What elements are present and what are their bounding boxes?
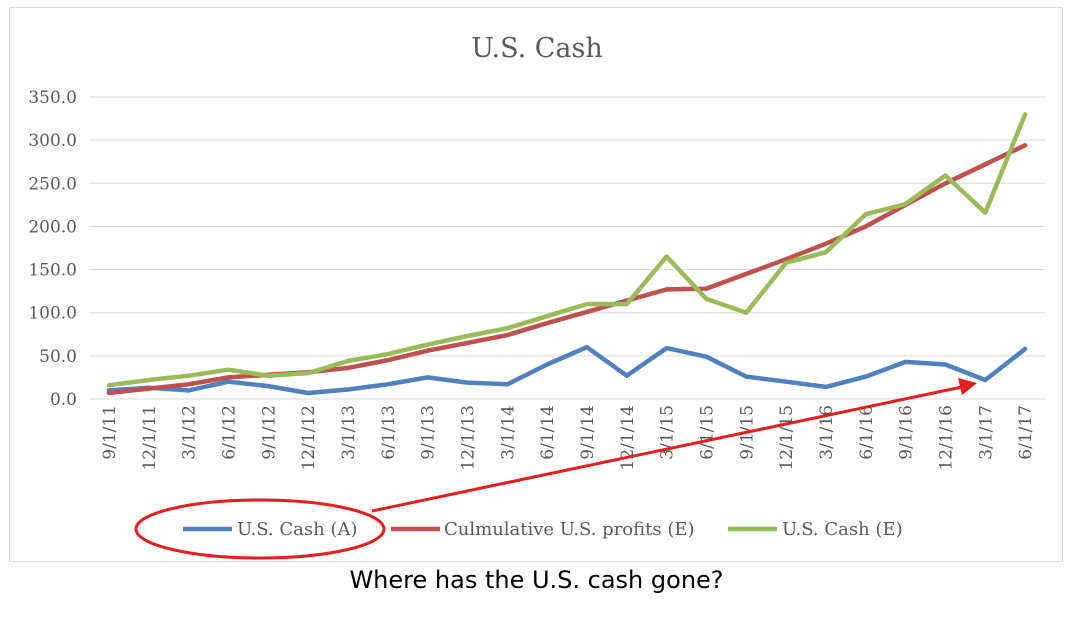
series-lines — [106, 112, 1028, 396]
y-tick-label: 0.0 — [50, 390, 77, 410]
x-tick-label: 12/1/16 — [936, 405, 956, 471]
figure-caption: Where has the U.S. cash gone? — [349, 566, 724, 594]
x-tick-label: 9/1/14 — [578, 405, 598, 460]
chart-title: U.S. Cash — [471, 33, 603, 64]
series-line-u-s-cash-e — [106, 112, 1028, 388]
y-tick-label: 50.0 — [39, 347, 77, 367]
y-tick-label: 200.0 — [28, 217, 77, 237]
x-tick-label: 9/1/12 — [259, 405, 279, 460]
y-tick-label: 100.0 — [28, 304, 77, 324]
legend: U.S. Cash (A) Culmulative U.S. profits (E… — [183, 519, 903, 540]
legend-label: U.S. Cash (A) — [237, 519, 357, 540]
x-tick-label: 6/1/17 — [1016, 405, 1036, 460]
annotation — [134, 378, 977, 560]
y-tick-label: 300.0 — [28, 131, 77, 151]
x-tick-label: 9/1/11 — [100, 405, 120, 460]
highlight-ellipse — [134, 498, 386, 560]
x-tick-label: 12/1/12 — [299, 405, 319, 471]
x-tick-label: 3/1/14 — [498, 405, 518, 460]
annotation-arrow-line — [371, 385, 963, 513]
annotation-arrowhead — [958, 378, 977, 395]
x-tick-label: 12/1/11 — [140, 405, 160, 471]
y-tick-label: 150.0 — [28, 261, 77, 281]
x-tick-label: 6/1/14 — [538, 405, 558, 460]
y-tick-label: 350.0 — [28, 88, 77, 108]
x-axis-tick-labels: 9/1/11 12/1/11 3/1/12 6/1/12 9/1/12 12/1/12 3/… — [100, 405, 1036, 471]
x-tick-label: 6/1/12 — [219, 405, 239, 460]
x-tick-label: 12/1/15 — [777, 405, 797, 471]
gridlines — [89, 96, 1045, 400]
x-tick-label: 6/1/13 — [379, 405, 399, 460]
x-tick-label: 9/1/16 — [897, 405, 917, 460]
series-line-u-s-cash-a — [106, 344, 1028, 396]
x-tick-label: 9/1/13 — [419, 405, 439, 460]
x-tick-label: 3/1/15 — [658, 405, 678, 460]
legend-label: U.S. Cash (E) — [782, 519, 903, 540]
chart-frame — [9, 7, 1063, 562]
x-tick-label: 12/1/13 — [458, 405, 478, 471]
x-tick-label: 12/1/14 — [618, 405, 638, 471]
x-tick-label: 3/1/16 — [817, 405, 837, 460]
x-tick-label: 3/1/13 — [339, 405, 359, 460]
x-tick-label: 6/1/15 — [697, 405, 717, 460]
x-tick-label: 3/1/17 — [976, 405, 996, 460]
legend-label: Culmulative U.S. profits (E) — [444, 519, 695, 540]
x-tick-label: 3/1/12 — [180, 405, 200, 460]
y-tick-label: 250.0 — [28, 174, 77, 194]
x-tick-label: 6/1/16 — [857, 405, 877, 460]
y-axis-tick-labels: 0.0 50.0 100.0 150.0 200.0 250.0 300.0 350.0 — [28, 88, 77, 410]
